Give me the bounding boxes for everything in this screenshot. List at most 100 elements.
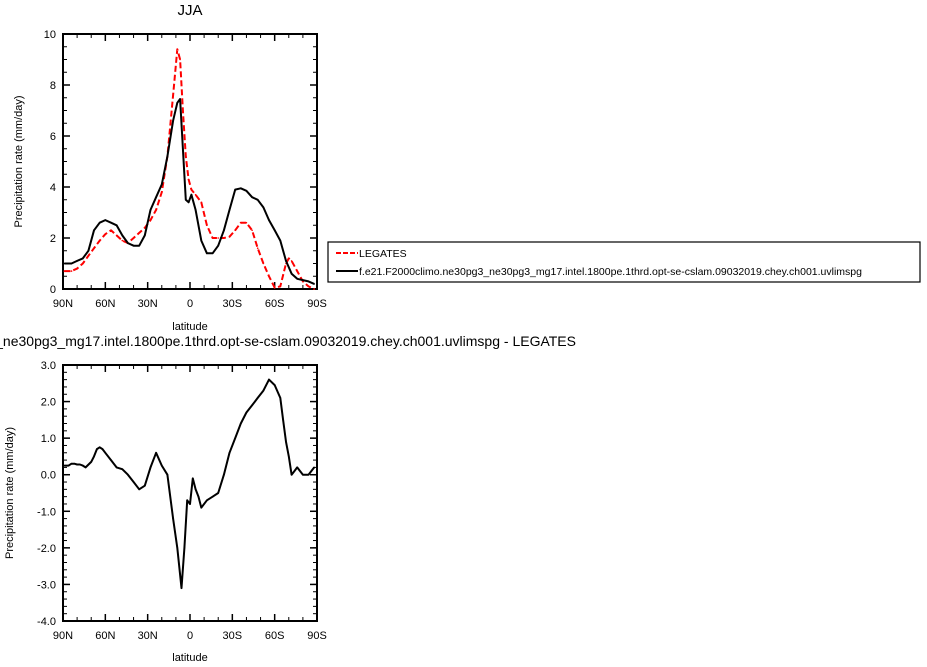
data-point xyxy=(190,188,193,191)
data-point xyxy=(288,257,290,260)
x-axis-label: latitude xyxy=(172,652,207,664)
y-tick-label: 2.0 xyxy=(41,397,56,409)
data-point xyxy=(76,463,78,466)
data-point xyxy=(290,260,293,262)
data-point xyxy=(290,473,293,476)
data-point xyxy=(307,280,310,283)
data-point xyxy=(90,461,92,463)
data-point xyxy=(144,234,146,237)
y-tick-label: 8 xyxy=(50,80,56,92)
x-tick-label: 30N xyxy=(138,298,158,310)
y-tick-label: 10 xyxy=(44,29,56,41)
data-point xyxy=(296,466,299,469)
data-point xyxy=(176,547,179,549)
data-point xyxy=(245,411,248,414)
data-point xyxy=(211,237,214,239)
legend-label: LEGATES xyxy=(359,248,407,260)
data-point xyxy=(262,206,265,209)
data-point xyxy=(240,422,242,425)
data-point xyxy=(254,400,256,403)
data-point xyxy=(149,466,152,469)
data-point xyxy=(296,270,299,272)
data-point xyxy=(98,239,101,242)
data-point xyxy=(240,221,242,224)
data-point xyxy=(132,237,135,239)
data-point xyxy=(182,148,184,150)
data-point xyxy=(273,286,276,289)
data-point xyxy=(63,464,66,467)
data-point xyxy=(197,495,200,498)
data-point xyxy=(76,267,78,270)
data-point xyxy=(302,473,304,476)
data-point xyxy=(256,397,259,399)
data-point xyxy=(110,221,112,224)
data-point xyxy=(223,229,225,232)
plot-frame xyxy=(62,364,318,622)
data-point xyxy=(217,244,219,247)
data-point xyxy=(200,201,203,204)
data-point xyxy=(132,244,135,247)
data-point xyxy=(121,234,124,237)
y-tick-label: 3.0 xyxy=(41,360,56,372)
data-point xyxy=(296,278,299,280)
data-point xyxy=(307,473,310,476)
data-point xyxy=(240,187,242,190)
data-point xyxy=(251,196,253,198)
data-point xyxy=(67,464,70,467)
data-point xyxy=(179,58,181,61)
data-point xyxy=(273,229,276,232)
x-tick-label: 60N xyxy=(95,630,115,642)
data-point xyxy=(144,227,146,229)
plot-frame xyxy=(62,33,318,290)
data-point xyxy=(182,109,184,112)
x-tick-label: 60S xyxy=(265,298,285,310)
data-point xyxy=(166,473,169,476)
data-point xyxy=(63,270,66,272)
x-tick-label: 60N xyxy=(95,298,115,310)
data-point xyxy=(110,229,112,232)
data-point xyxy=(273,384,276,386)
data-point xyxy=(234,437,236,439)
data-point xyxy=(104,219,107,221)
data-point xyxy=(115,234,118,237)
data-point xyxy=(279,397,282,399)
y-tick-label: 1.0 xyxy=(41,433,56,445)
y-tick-label: 0 xyxy=(50,284,56,296)
data-point xyxy=(194,488,197,491)
y-tick-label: -2.0 xyxy=(37,543,56,555)
data-point xyxy=(288,455,290,458)
data-point xyxy=(307,285,310,288)
data-point xyxy=(293,470,296,472)
data-point xyxy=(285,441,287,443)
data-point xyxy=(161,191,163,193)
data-point xyxy=(93,455,95,458)
data-point xyxy=(234,188,236,191)
data-point xyxy=(217,237,219,239)
series-line-1 xyxy=(64,378,315,590)
data-point xyxy=(93,229,95,232)
data-point xyxy=(268,378,270,381)
data-point xyxy=(87,255,90,257)
data-point xyxy=(268,219,270,221)
data-point xyxy=(176,102,179,104)
series-line-2 xyxy=(64,98,315,285)
data-point xyxy=(115,224,118,227)
data-point xyxy=(245,221,248,224)
y-axis-label: Precipitation rate (mm/day) xyxy=(4,427,16,559)
data-point xyxy=(149,219,152,221)
legend: LEGATES f.e21.F2000climo.ne30pg3_ne30pg3_… xyxy=(327,241,921,283)
y-tick-label: -1.0 xyxy=(37,506,56,518)
data-point xyxy=(245,190,248,192)
data-point xyxy=(172,94,174,96)
data-point xyxy=(200,239,203,242)
data-point xyxy=(223,237,225,239)
x-tick-label: 90N xyxy=(53,630,73,642)
data-point xyxy=(155,452,157,454)
data-point xyxy=(155,209,157,211)
data-point xyxy=(302,279,304,281)
data-point xyxy=(121,468,124,471)
data-point xyxy=(138,244,140,247)
series-line-1 xyxy=(64,48,315,290)
x-tick-label: 90N xyxy=(53,298,73,310)
